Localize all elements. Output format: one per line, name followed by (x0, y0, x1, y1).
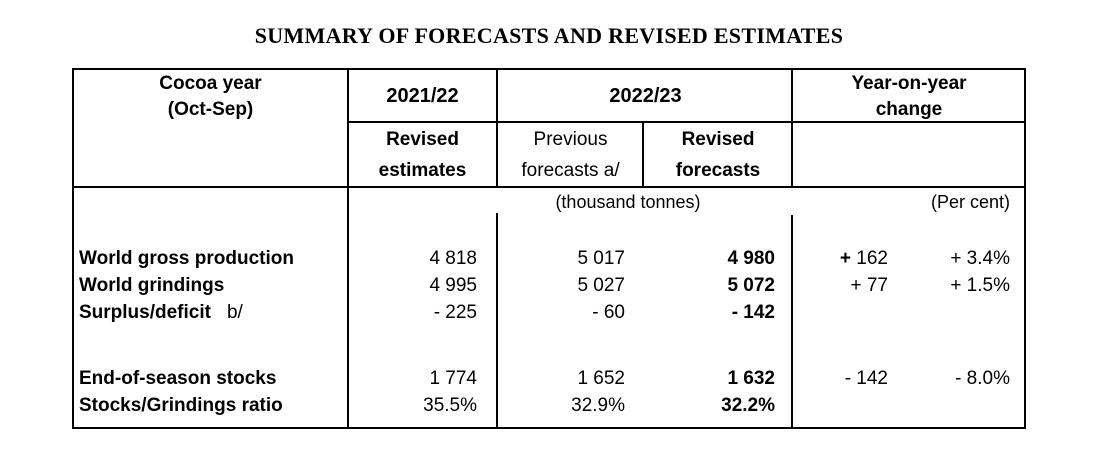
header-cocoa-year-line1: Cocoa year (159, 72, 262, 94)
value-previous-forecast: - 60 (592, 302, 625, 323)
row-label: World gross production (79, 245, 294, 272)
header-year-on-year-change: Year-on-year change (794, 70, 1024, 123)
value-2021-22: 4 995 (429, 275, 477, 296)
value-2021-22: 4 818 (429, 248, 477, 269)
units-per-cent: (Per cent) (930, 192, 1010, 212)
units-thousand-tonnes: (thousand tonnes) (555, 192, 701, 212)
forecast-table: Cocoa year (Oct-Sep) 2021/22 2022/23 Yea… (72, 68, 1026, 429)
header-yoy-line2: change (875, 98, 943, 120)
value-2021-22: 35.5% (423, 395, 477, 416)
header-2021-22-label: 2021/22 (386, 85, 459, 107)
divider-previous-revised (642, 121, 644, 186)
header-2021-22: 2021/22 (349, 70, 496, 123)
value-previous-forecast: 5 027 (577, 275, 625, 296)
divider-header-body (74, 186, 1024, 188)
row-label: World grindings (79, 272, 224, 299)
divider-2122-2223-header (496, 70, 498, 186)
row-label-text: Surplus/deficit (79, 302, 211, 323)
value-change-tonnes: - 142 (844, 368, 888, 389)
table-row: World grindings 4 995 5 027 5 072 + 77 + 1.5% (74, 272, 1024, 299)
value-previous-forecast: 5 017 (577, 248, 625, 269)
value-change-percent (902, 392, 1010, 419)
header-cocoa-year-line2: (Oct-Sep) (167, 98, 254, 120)
header-revised-estimates-line1: Revised (386, 128, 459, 150)
header-revised-forecasts: Revised forecasts (645, 123, 791, 186)
header-2022-23: 2022/23 (499, 70, 792, 123)
row-label: Surplus/deficit b/ (79, 299, 243, 326)
value-change-tonnes: + 162 (839, 248, 888, 269)
divider-revised-yoy-header (791, 70, 793, 186)
value-change-percent: + 1.5% (950, 275, 1010, 296)
header-2022-23-label: 2022/23 (609, 85, 682, 107)
value-2021-22: - 225 (433, 302, 477, 323)
table-row: World gross production 4 818 5 017 4 980 + 1… (74, 245, 1024, 272)
value-revised-forecast: 32.2% (721, 395, 775, 416)
change-sign: + (839, 248, 852, 269)
header-previous-forecasts-line2: forecasts a/ (521, 159, 620, 181)
value-revised-forecast: 1 632 (727, 368, 775, 389)
value-change-percent (902, 299, 1010, 326)
value-revised-forecast: 5 072 (727, 275, 775, 296)
value-change-tonnes (799, 299, 888, 326)
header-revised-forecasts-line2: forecasts (675, 159, 761, 181)
table-row: End-of-season stocks 1 774 1 652 1 632 - 142… (74, 365, 1024, 392)
table-row: Stocks/Grindings ratio 35.5% 32.9% 32.2% (74, 392, 1024, 419)
value-2021-22: 1 774 (429, 368, 477, 389)
value-revised-forecast: - 142 (731, 302, 775, 323)
header-yoy-line1: Year-on-year (851, 72, 967, 94)
header-revised-estimates: Revised estimates (349, 123, 496, 186)
row-label-text: World gross production (79, 248, 294, 269)
row-label-text: Stocks/Grindings ratio (79, 395, 283, 416)
divider-label-col (347, 70, 349, 427)
row-label-footnote: b/ (226, 302, 243, 323)
header-revised-estimates-line2: estimates (378, 159, 467, 181)
header-cocoa-year: Cocoa year (Oct-Sep) (74, 70, 347, 123)
divider-revised-yoy-data (791, 215, 793, 427)
table-row: Surplus/deficit b/ - 225 - 60 - 142 (74, 299, 1024, 326)
header-previous-forecasts: Previous forecasts a/ (499, 123, 642, 186)
divider-header-row1-row2 (347, 121, 1024, 123)
value-change-percent: - 8.0% (955, 368, 1010, 389)
value-change-tonnes: + 77 (850, 275, 888, 296)
value-change-percent: + 3.4% (950, 248, 1010, 269)
value-change-tonnes (799, 392, 888, 419)
header-revised-forecasts-line1: Revised (681, 128, 755, 150)
row-label-text: World grindings (79, 275, 225, 296)
divider-2122-2223-data (496, 213, 498, 427)
page-title: SUMMARY OF FORECASTS AND REVISED ESTIMAT… (254, 23, 844, 48)
value-revised-forecast: 4 980 (727, 248, 775, 269)
row-label: Stocks/Grindings ratio (79, 392, 283, 419)
row-label-text: End-of-season stocks (79, 368, 277, 389)
header-previous-forecasts-line1: Previous (533, 128, 608, 150)
value-previous-forecast: 1 652 (577, 368, 625, 389)
value-previous-forecast: 32.9% (571, 395, 625, 416)
row-label: End-of-season stocks (79, 365, 276, 392)
